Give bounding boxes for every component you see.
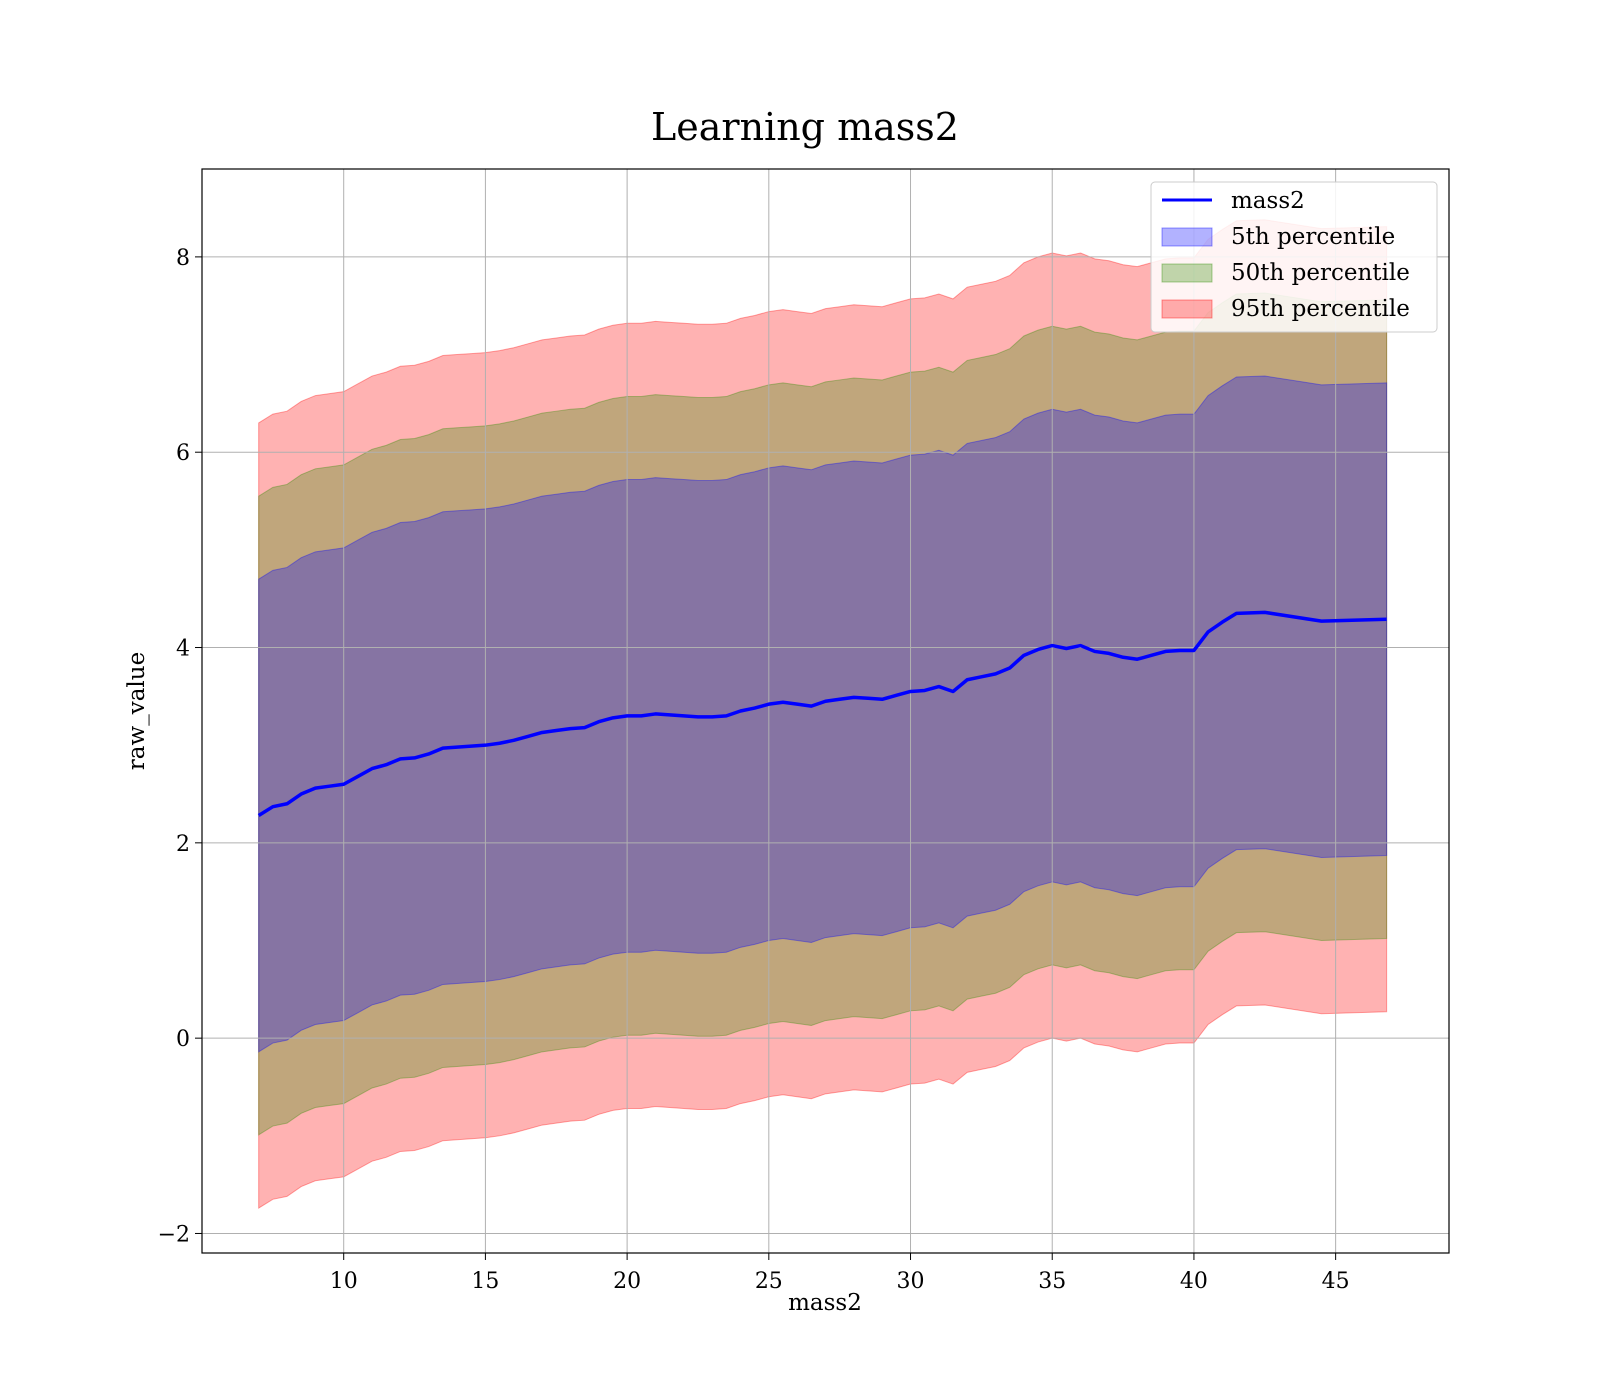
series-line-mass2 (257, 610, 1387, 817)
x-tick-label: 40 (1180, 1269, 1208, 1294)
band-95th-percentile (258, 219, 1388, 1209)
y-axis-ticks: −2 0 2 4 6 8 (158, 246, 202, 1247)
legend-50th-swatch (1161, 263, 1213, 283)
band-50th-percentile (258, 292, 1388, 1136)
legend-box (1150, 181, 1438, 333)
x-tick-label: 15 (471, 1269, 499, 1294)
legend-mass2-label: mass2 (1231, 188, 1305, 214)
y-axis-label: raw_value (124, 652, 150, 770)
x-tick-label: 45 (1322, 1269, 1350, 1294)
x-tick-label: 25 (755, 1269, 783, 1294)
y-tick-label: 8 (176, 246, 190, 271)
legend-95th-label: 95th percentile (1231, 296, 1410, 322)
legend-5th-label: 5th percentile (1231, 224, 1395, 250)
plot-frame (201, 168, 1450, 1254)
legend-50th-label: 50th percentile (1231, 260, 1410, 286)
percentile-bands (258, 219, 1388, 1209)
x-tick-label: 20 (613, 1269, 641, 1294)
legend: mass2 5th percentile 50th percentile 95t… (1150, 181, 1438, 333)
y-tick-label: 0 (176, 1027, 190, 1052)
x-tick-label: 10 (330, 1269, 358, 1294)
band-5th-percentile (258, 375, 1388, 1053)
legend-95th-swatch (1161, 299, 1213, 319)
x-tick-label: 30 (897, 1269, 925, 1294)
chart-title: Learning mass2 (651, 105, 959, 149)
mass2-series (257, 610, 1387, 817)
x-axis-label: mass2 (788, 1290, 862, 1316)
y-tick-label: 2 (176, 832, 190, 857)
y-tick-label: −2 (158, 1222, 190, 1247)
y-tick-label: 6 (176, 441, 190, 466)
x-tick-label: 35 (1038, 1269, 1066, 1294)
x-axis-ticks: 10 15 20 25 30 35 40 45 (330, 1253, 1350, 1294)
y-tick-label: 4 (176, 637, 190, 662)
legend-5th-swatch (1161, 227, 1213, 247)
